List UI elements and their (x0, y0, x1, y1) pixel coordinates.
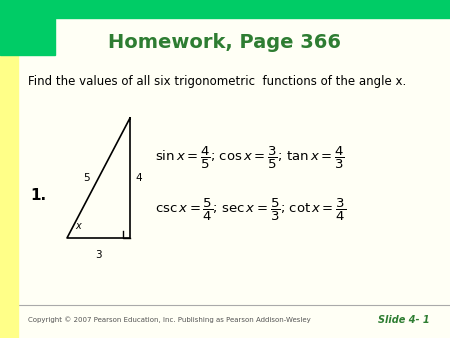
Text: 4: 4 (135, 173, 142, 183)
Text: 3: 3 (95, 250, 102, 260)
Bar (0, 18, 18, 338)
Text: 1.: 1. (30, 188, 46, 202)
Bar (0, 0, 450, 18)
Bar (0, 0, 55, 55)
Text: Find the values of all six trigonometric  functions of the angle x.: Find the values of all six trigonometric… (28, 75, 406, 89)
Text: Copyright © 2007 Pearson Education, Inc. Publishing as Pearson Addison-Wesley: Copyright © 2007 Pearson Education, Inc.… (28, 317, 311, 323)
Text: $x$: $x$ (75, 221, 83, 231)
Text: 5: 5 (83, 173, 90, 183)
Text: $\csc x = \dfrac{5}{4}$; $\sec x = \dfrac{5}{3}$; $\cot x = \dfrac{3}{4}$: $\csc x = \dfrac{5}{4}$; $\sec x = \dfra… (155, 197, 346, 223)
Text: $\sin x = \dfrac{4}{5}$; $\cos x = \dfrac{3}{5}$; $\tan x = \dfrac{4}{3}$: $\sin x = \dfrac{4}{5}$; $\cos x = \dfra… (155, 145, 345, 171)
Text: Slide 4- 1: Slide 4- 1 (378, 315, 430, 325)
Text: Homework, Page 366: Homework, Page 366 (108, 32, 342, 51)
